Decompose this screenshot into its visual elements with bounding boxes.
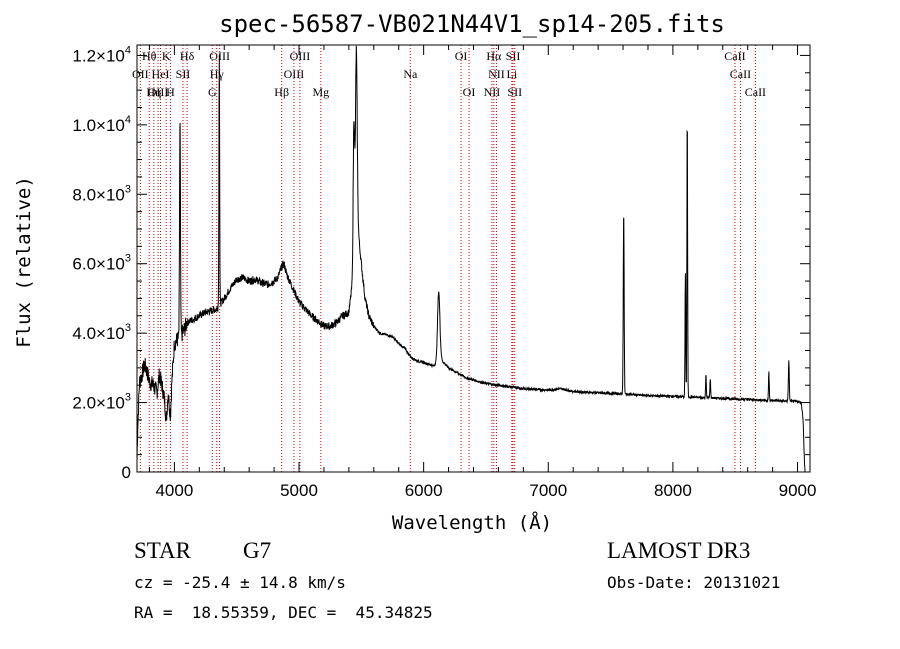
marker-label: NII: [488, 67, 505, 81]
marker-label: Na: [403, 67, 418, 81]
marker-label: Hθ: [142, 49, 157, 63]
y-tick-label: 6.0×103: [72, 253, 131, 274]
marker-label: OI: [455, 49, 468, 63]
y-tick-label: 1.2×104: [72, 44, 131, 65]
marker-label: K: [162, 49, 171, 63]
y-tick-label: 8.0×103: [72, 183, 131, 204]
line-markers: Hθ K Hδ OIII OIII OI Hα SII CaII OII HeI SII Hγ OIII N…: [132, 45, 766, 472]
chart-title: spec-56587-VB021N44V1_sp14-205.fits: [219, 10, 725, 38]
marker-label: G: [208, 85, 217, 99]
y-tick-label: 0: [122, 463, 131, 482]
marker-label: H: [166, 85, 175, 99]
marker-label: OIII: [148, 85, 169, 99]
marker-label: Hγ: [210, 67, 225, 81]
marker-label: CaII: [730, 67, 751, 81]
marker-label: Hβ: [274, 85, 289, 99]
marker-label: SII: [176, 67, 191, 81]
marker-label: SII: [506, 49, 521, 63]
x-tick-label: 7000: [529, 481, 567, 500]
x-tick-label: 8000: [654, 481, 692, 500]
y-tick-label: 2.0×103: [72, 392, 131, 413]
x-tick-label: 9000: [779, 481, 817, 500]
marker-label: CaII: [724, 49, 745, 63]
observation-date: Obs-Date: 20131021: [607, 573, 781, 592]
marker-label: Li: [507, 67, 518, 81]
marker-label: OI: [463, 85, 476, 99]
marker-label: OIII: [290, 49, 311, 63]
object-class: STAR: [134, 538, 191, 563]
marker-label: Mg: [312, 85, 329, 99]
redshift-value: cz = -25.4 ± 14.8 km/s: [134, 573, 346, 592]
y-axis-label: Flux (relative): [13, 176, 35, 348]
x-tick-label: 5000: [280, 481, 318, 500]
marker-label: SII: [507, 85, 522, 99]
marker-label: Hα: [486, 49, 502, 63]
marker-label: Hδ: [180, 49, 195, 63]
marker-label: OIII: [284, 67, 305, 81]
plot-frame: [136, 44, 811, 473]
object-subclass: G7: [243, 538, 272, 563]
survey-name: LAMOST DR3: [607, 538, 751, 563]
marker-label: OII: [132, 67, 149, 81]
y-tick-label: 4.0×103: [72, 322, 131, 343]
x-tick-label: 6000: [405, 481, 443, 500]
x-axis-label: Wavelength (Å): [392, 511, 552, 534]
marker-label: HeI: [152, 67, 170, 81]
marker-label: CaII: [745, 85, 766, 99]
marker-label: NII: [484, 85, 501, 99]
x-tick-label: 4000: [155, 481, 193, 500]
spectrum-series: [136, 45, 806, 472]
spectrum-line: [136, 45, 806, 472]
y-axis-ticks: 0 2.0×103 4.0×103 6.0×103 8.0×103 1.0×104 1.2×…: [72, 44, 810, 482]
coordinates: RA = 18.55359, DEC = 45.34825: [134, 603, 433, 622]
y-tick-label: 1.0×104: [72, 114, 131, 135]
x-axis-ticks: 4000 5000 6000 7000 8000 9000: [148, 45, 817, 500]
marker-label: Hη: [146, 85, 161, 99]
